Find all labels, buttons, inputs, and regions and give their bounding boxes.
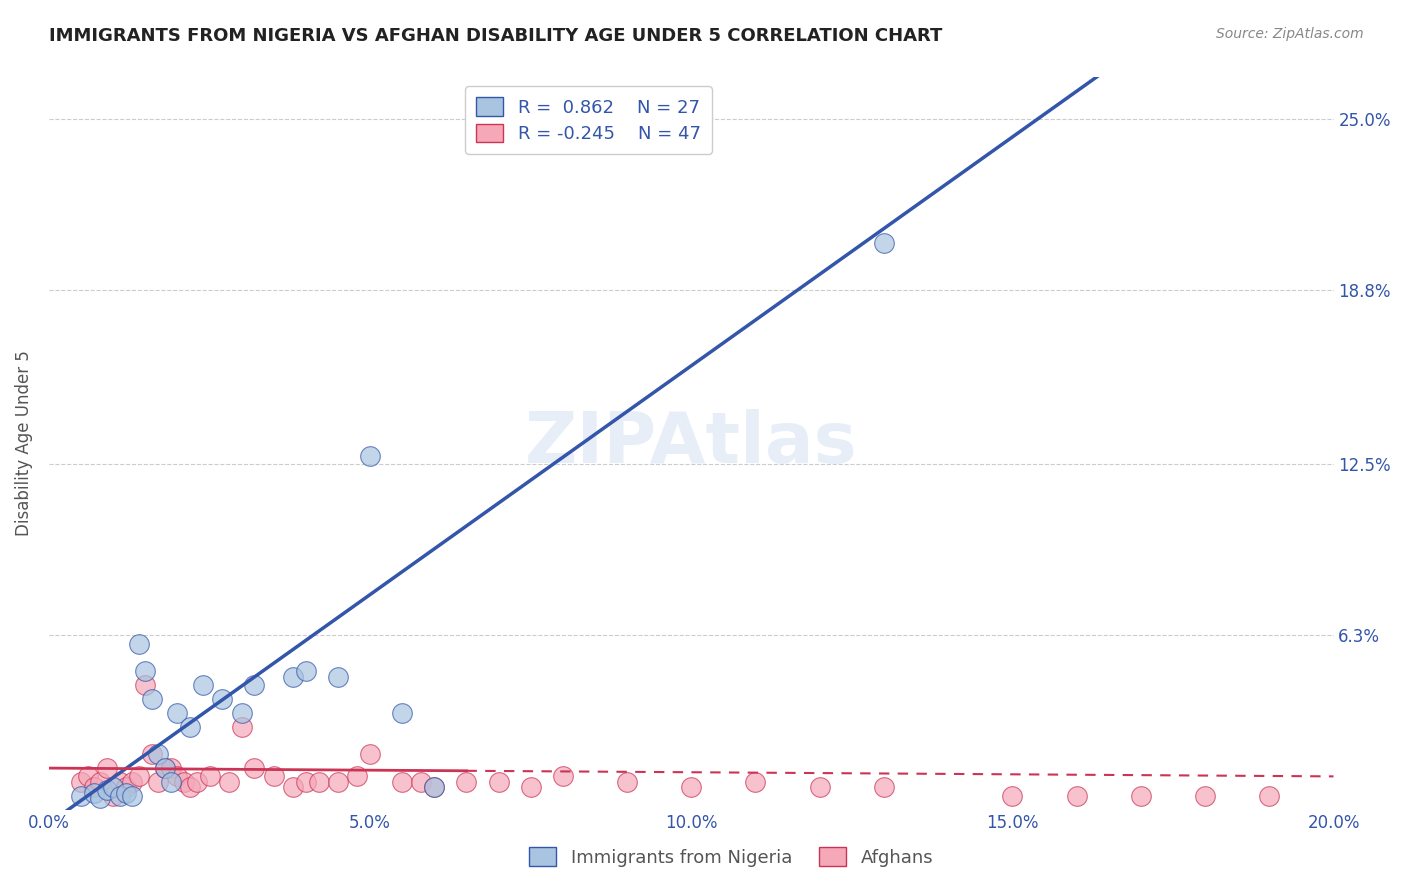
Y-axis label: Disability Age Under 5: Disability Age Under 5	[15, 351, 32, 536]
Point	[391, 775, 413, 789]
Point	[96, 761, 118, 775]
Point	[218, 775, 240, 789]
Point	[1001, 789, 1024, 803]
Point	[295, 665, 318, 679]
Point	[359, 449, 381, 463]
Point	[70, 789, 93, 803]
Point	[153, 761, 176, 775]
Point	[128, 637, 150, 651]
Point	[70, 775, 93, 789]
Point	[115, 780, 138, 795]
Point	[1129, 789, 1152, 803]
Point	[243, 761, 266, 775]
Text: ZIPAtlas: ZIPAtlas	[524, 409, 858, 478]
Point	[89, 775, 111, 789]
Point	[359, 747, 381, 762]
Point	[186, 775, 208, 789]
Point	[179, 720, 201, 734]
Point	[166, 769, 188, 783]
Point	[281, 670, 304, 684]
Point	[134, 678, 156, 692]
Point	[146, 747, 169, 762]
Point	[346, 769, 368, 783]
Point	[146, 775, 169, 789]
Legend: R =  0.862    N = 27, R = -0.245    N = 47: R = 0.862 N = 27, R = -0.245 N = 47	[465, 87, 711, 154]
Point	[121, 789, 143, 803]
Point	[211, 692, 233, 706]
Point	[744, 775, 766, 789]
Point	[179, 780, 201, 795]
Point	[456, 775, 478, 789]
Point	[134, 665, 156, 679]
Point	[231, 720, 253, 734]
Point	[89, 791, 111, 805]
Point	[391, 706, 413, 720]
Point	[141, 747, 163, 762]
Point	[198, 769, 221, 783]
Point	[76, 769, 98, 783]
Point	[423, 780, 446, 795]
Point	[681, 780, 703, 795]
Point	[423, 780, 446, 795]
Point	[873, 236, 896, 251]
Text: IMMIGRANTS FROM NIGERIA VS AFGHAN DISABILITY AGE UNDER 5 CORRELATION CHART: IMMIGRANTS FROM NIGERIA VS AFGHAN DISABI…	[49, 27, 942, 45]
Point	[121, 775, 143, 789]
Point	[1194, 789, 1216, 803]
Point	[263, 769, 285, 783]
Point	[103, 789, 125, 803]
Point	[128, 769, 150, 783]
Point	[488, 775, 510, 789]
Point	[115, 786, 138, 800]
Point	[103, 780, 125, 795]
Point	[411, 775, 433, 789]
Point	[231, 706, 253, 720]
Point	[1066, 789, 1088, 803]
Point	[616, 775, 638, 789]
Point	[519, 780, 541, 795]
Point	[191, 678, 214, 692]
Point	[83, 786, 105, 800]
Point	[243, 678, 266, 692]
Point	[281, 780, 304, 795]
Point	[308, 775, 330, 789]
Point	[295, 775, 318, 789]
Point	[83, 780, 105, 795]
Legend: Immigrants from Nigeria, Afghans: Immigrants from Nigeria, Afghans	[522, 840, 941, 874]
Point	[166, 706, 188, 720]
Point	[96, 783, 118, 797]
Point	[108, 789, 131, 803]
Point	[160, 761, 183, 775]
Point	[873, 780, 896, 795]
Point	[160, 775, 183, 789]
Point	[326, 775, 349, 789]
Point	[141, 692, 163, 706]
Point	[1258, 789, 1281, 803]
Text: Source: ZipAtlas.com: Source: ZipAtlas.com	[1216, 27, 1364, 41]
Point	[551, 769, 574, 783]
Point	[326, 670, 349, 684]
Point	[153, 761, 176, 775]
Point	[108, 775, 131, 789]
Point	[173, 775, 195, 789]
Point	[808, 780, 831, 795]
